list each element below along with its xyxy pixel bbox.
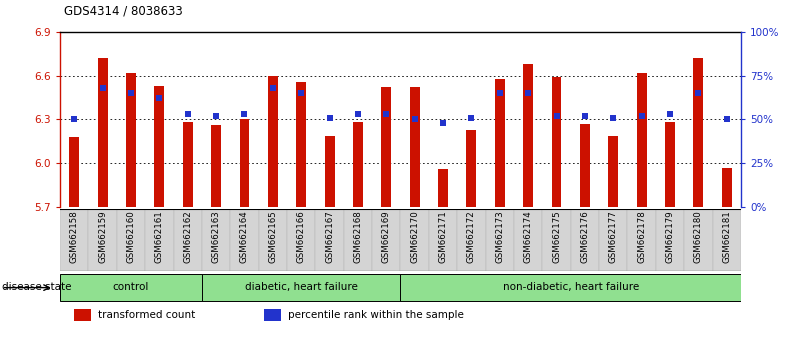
Text: GSM662173: GSM662173 <box>495 211 505 263</box>
Text: GSM662167: GSM662167 <box>325 211 334 263</box>
Bar <box>599 209 627 271</box>
Text: GSM662179: GSM662179 <box>666 211 674 263</box>
Bar <box>231 209 259 271</box>
Bar <box>514 209 542 271</box>
Text: diabetic, heart failure: diabetic, heart failure <box>245 282 358 292</box>
Bar <box>627 209 656 271</box>
Bar <box>713 209 741 271</box>
Text: GSM662161: GSM662161 <box>155 211 164 263</box>
Bar <box>466 130 477 207</box>
Bar <box>457 209 485 271</box>
Bar <box>259 209 287 271</box>
Text: GSM662166: GSM662166 <box>296 211 306 263</box>
Bar <box>523 64 533 207</box>
Bar <box>400 209 429 271</box>
Bar <box>211 125 221 207</box>
Bar <box>264 309 281 321</box>
Bar <box>296 81 306 207</box>
Bar <box>202 274 400 301</box>
Bar <box>495 79 505 207</box>
Bar <box>372 209 400 271</box>
Bar <box>429 209 457 271</box>
Bar <box>542 209 570 271</box>
Text: non-diabetic, heart failure: non-diabetic, heart failure <box>502 282 639 292</box>
Text: GSM662172: GSM662172 <box>467 211 476 263</box>
Text: percentile rank within the sample: percentile rank within the sample <box>288 310 464 320</box>
Bar <box>145 209 174 271</box>
Bar <box>202 209 231 271</box>
Bar <box>580 124 590 207</box>
Bar <box>60 274 202 301</box>
Bar <box>324 136 335 207</box>
Bar <box>239 120 249 207</box>
Text: GSM662178: GSM662178 <box>637 211 646 263</box>
Bar <box>344 209 372 271</box>
Bar <box>684 209 713 271</box>
Bar <box>316 209 344 271</box>
Bar <box>60 209 88 271</box>
Bar <box>410 87 420 207</box>
Bar <box>381 87 391 207</box>
Bar <box>665 122 675 207</box>
Text: GDS4314 / 8038633: GDS4314 / 8038633 <box>64 5 183 18</box>
Text: GSM662176: GSM662176 <box>581 211 590 263</box>
Bar <box>117 209 145 271</box>
Text: control: control <box>113 282 149 292</box>
Bar <box>608 136 618 207</box>
Bar <box>287 209 316 271</box>
Bar <box>485 209 514 271</box>
Bar <box>570 209 599 271</box>
Text: GSM662158: GSM662158 <box>70 211 78 263</box>
Text: GSM662168: GSM662168 <box>353 211 362 263</box>
Text: GSM662177: GSM662177 <box>609 211 618 263</box>
Text: GSM662174: GSM662174 <box>524 211 533 263</box>
Bar <box>88 209 117 271</box>
Bar <box>694 58 703 207</box>
Text: GSM662163: GSM662163 <box>211 211 220 263</box>
Bar <box>155 86 164 207</box>
Text: GSM662159: GSM662159 <box>99 211 107 263</box>
Bar <box>74 309 91 321</box>
Bar <box>174 209 202 271</box>
Bar <box>268 76 278 207</box>
Text: GSM662175: GSM662175 <box>552 211 561 263</box>
Bar <box>70 137 79 207</box>
Bar <box>400 274 741 301</box>
Bar <box>438 169 448 207</box>
Text: GSM662169: GSM662169 <box>382 211 391 263</box>
Bar <box>183 122 193 207</box>
Bar <box>353 122 363 207</box>
Text: GSM662170: GSM662170 <box>410 211 419 263</box>
Bar <box>98 58 107 207</box>
Bar <box>656 209 684 271</box>
Text: GSM662171: GSM662171 <box>439 211 448 263</box>
Bar <box>637 73 646 207</box>
Text: GSM662162: GSM662162 <box>183 211 192 263</box>
Text: GSM662160: GSM662160 <box>127 211 135 263</box>
Text: GSM662181: GSM662181 <box>723 211 731 263</box>
Bar <box>722 168 731 207</box>
Text: transformed count: transformed count <box>98 310 195 320</box>
Bar <box>126 73 136 207</box>
Bar <box>552 77 562 207</box>
Text: disease state: disease state <box>2 282 71 292</box>
Text: GSM662164: GSM662164 <box>240 211 249 263</box>
Text: GSM662180: GSM662180 <box>694 211 702 263</box>
Text: GSM662165: GSM662165 <box>268 211 277 263</box>
